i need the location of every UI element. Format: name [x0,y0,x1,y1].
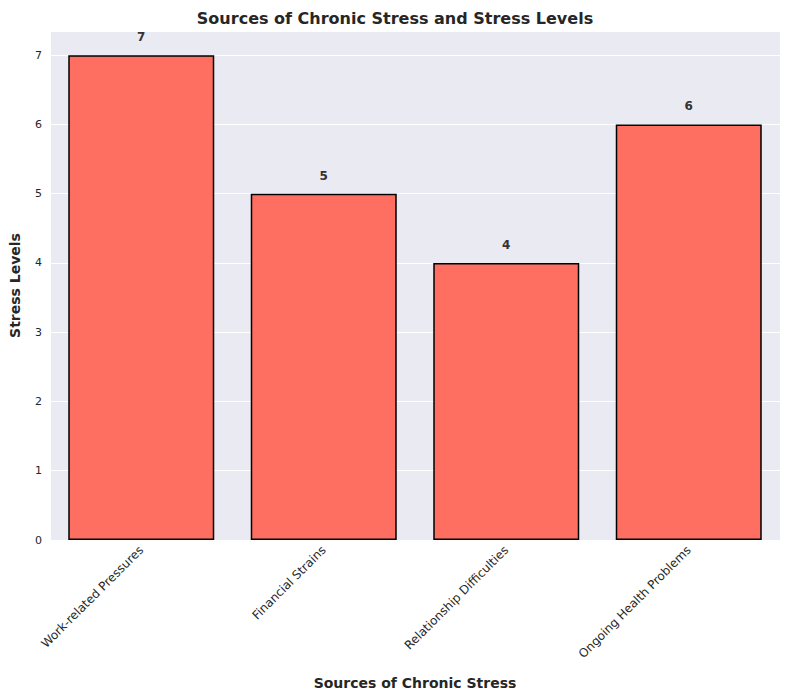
svg-text:6: 6 [35,118,42,131]
svg-text:Sources of Chronic Stress and: Sources of Chronic Stress and Stress Lev… [197,9,593,28]
svg-text:Ongoing Health Problems: Ongoing Health Problems [576,543,694,661]
svg-text:4: 4 [502,238,510,252]
svg-text:7: 7 [137,30,145,44]
svg-text:Financial Strains: Financial Strains [249,543,328,622]
svg-text:Sources of Chronic Stress: Sources of Chronic Stress [314,675,517,691]
svg-text:Relationship Difficulties: Relationship Difficulties [402,543,511,652]
svg-text:1: 1 [35,464,42,477]
svg-text:Stress Levels: Stress Levels [7,233,23,338]
svg-text:4: 4 [35,256,42,269]
svg-text:5: 5 [320,169,328,183]
svg-text:Work-related Pressures: Work-related Pressures [39,543,147,651]
svg-text:5: 5 [35,187,42,200]
svg-text:2: 2 [35,395,42,408]
svg-text:0: 0 [35,534,42,547]
svg-text:3: 3 [35,326,42,339]
svg-text:6: 6 [685,99,693,113]
svg-text:7: 7 [35,49,42,62]
